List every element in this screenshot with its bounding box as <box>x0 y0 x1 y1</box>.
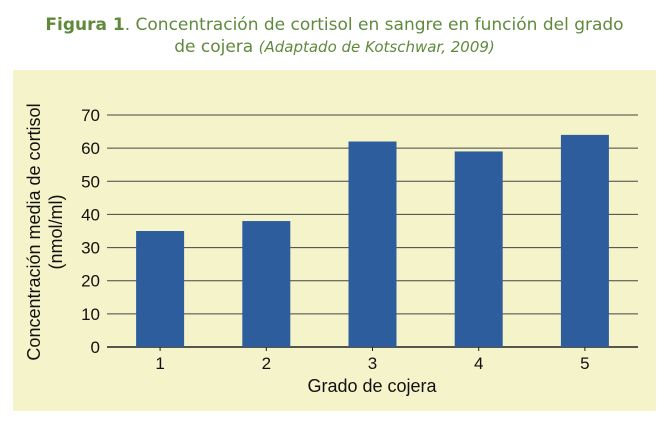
x-tick-label: 5 <box>580 354 589 373</box>
y-axis-title-line-2: (nmol/ml) <box>46 195 66 270</box>
y-axis-title-line-1: Concentración media de cortisol <box>24 103 44 360</box>
y-tick-label: 0 <box>91 338 100 357</box>
y-tick-label: 30 <box>81 239 100 258</box>
bar-1 <box>136 231 185 347</box>
y-tick-label: 40 <box>81 205 100 224</box>
x-axis-title: Grado de cojera <box>307 376 437 396</box>
x-tick-label: 4 <box>474 354 483 373</box>
y-tick-label: 20 <box>81 272 100 291</box>
caption-line-1: Figura 1. Concentración de cortisol en s… <box>0 14 669 36</box>
y-tick-labels: 0 10 20 30 40 50 60 70 <box>81 106 100 357</box>
chart-panel <box>13 70 656 411</box>
figure-caption: Figura 1. Concentración de cortisol en s… <box>0 14 669 58</box>
x-tick-label: 2 <box>262 354 271 373</box>
caption-source: (Adaptado de Kotschwar, 2009) <box>258 38 495 56</box>
bar-3 <box>348 141 397 347</box>
y-tick-label: 60 <box>81 139 100 158</box>
y-tick-label: 10 <box>81 305 100 324</box>
bar-5 <box>560 134 609 347</box>
bar-4 <box>454 151 503 347</box>
figure-label: Figura 1 <box>45 15 125 35</box>
bar-2 <box>242 221 291 347</box>
x-tick-label: 3 <box>368 354 377 373</box>
y-tick-label: 50 <box>81 172 100 191</box>
caption-text: . Concentración de cortisol en sangre en… <box>124 15 624 35</box>
y-tick-label: 70 <box>81 106 100 125</box>
caption-text-line-2: de cojera <box>174 37 254 57</box>
x-tick-labels: 1 2 3 4 5 <box>155 347 590 373</box>
caption-line-2: de cojera (Adaptado de Kotschwar, 2009) <box>0 36 669 58</box>
bars <box>136 134 609 347</box>
x-tick-label: 1 <box>155 354 164 373</box>
